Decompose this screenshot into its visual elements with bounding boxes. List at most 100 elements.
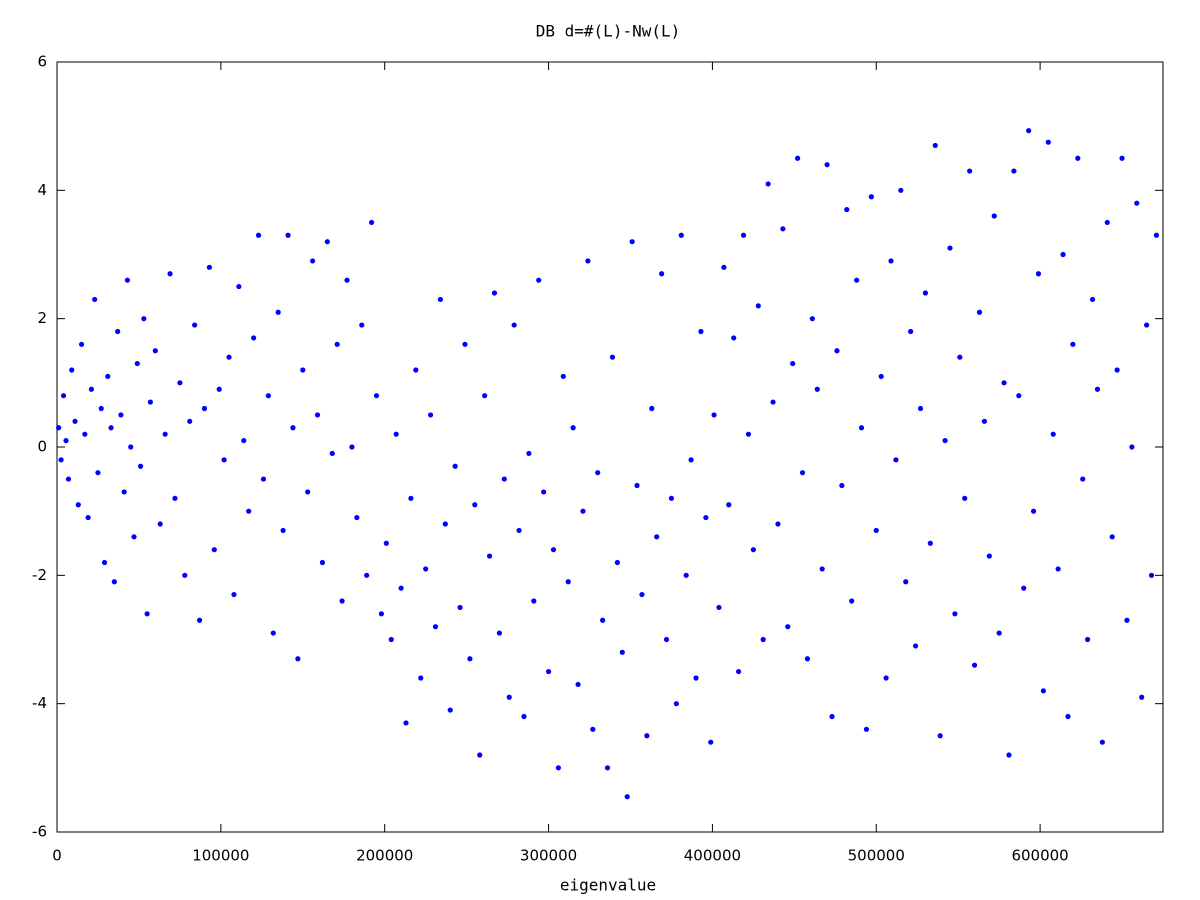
point xyxy=(541,489,547,495)
x-axis-label: eigenvalue xyxy=(560,876,656,895)
point xyxy=(555,765,561,771)
point xyxy=(649,405,655,412)
point xyxy=(1055,566,1061,572)
point xyxy=(423,566,429,572)
x-tick-label: 500000 xyxy=(848,847,905,865)
point xyxy=(516,527,522,534)
point xyxy=(703,514,709,521)
point xyxy=(1085,636,1091,643)
point xyxy=(1104,219,1110,226)
point xyxy=(56,425,62,431)
point xyxy=(187,418,193,424)
point xyxy=(270,630,276,636)
x-tick-label: 300000 xyxy=(520,847,577,865)
x-tick-label: 200000 xyxy=(356,847,413,865)
point xyxy=(814,386,820,392)
point xyxy=(491,290,498,296)
point xyxy=(663,636,670,643)
point xyxy=(482,393,488,399)
point xyxy=(595,470,601,476)
point xyxy=(260,476,267,482)
point xyxy=(575,681,581,688)
point xyxy=(329,450,335,457)
point xyxy=(1153,232,1160,238)
point xyxy=(339,598,345,604)
point xyxy=(634,482,640,489)
point xyxy=(285,232,291,238)
point xyxy=(65,476,72,482)
point xyxy=(226,354,232,360)
point xyxy=(844,206,850,213)
point xyxy=(418,675,424,681)
point xyxy=(432,624,439,630)
point xyxy=(570,425,576,431)
point xyxy=(981,418,988,424)
point xyxy=(128,444,134,450)
point xyxy=(477,752,483,758)
point xyxy=(501,476,507,482)
point xyxy=(368,219,375,226)
point xyxy=(108,425,114,431)
point xyxy=(1070,341,1076,347)
y-tick-label: 0 xyxy=(37,438,47,456)
point xyxy=(849,598,855,604)
plot-frame xyxy=(56,61,1164,833)
point xyxy=(462,341,468,347)
point xyxy=(868,194,874,200)
point xyxy=(668,495,675,501)
point xyxy=(745,431,752,437)
point xyxy=(172,495,178,501)
point xyxy=(354,514,360,521)
point xyxy=(1089,296,1096,303)
point xyxy=(393,431,399,437)
point xyxy=(639,591,645,598)
point xyxy=(908,328,914,335)
point xyxy=(486,553,493,559)
point xyxy=(888,258,894,264)
point xyxy=(403,720,409,726)
point xyxy=(683,572,689,578)
point xyxy=(1094,386,1101,392)
point xyxy=(1099,739,1105,745)
point xyxy=(883,675,889,681)
point xyxy=(659,271,665,277)
point xyxy=(85,514,91,521)
point xyxy=(726,502,732,508)
point xyxy=(1124,617,1130,623)
point xyxy=(1080,476,1086,482)
point xyxy=(101,559,108,566)
y-tick-label: 4 xyxy=(37,181,47,199)
point xyxy=(609,354,616,360)
point xyxy=(378,611,385,617)
point xyxy=(324,239,330,245)
point xyxy=(280,527,286,534)
point xyxy=(1109,534,1115,540)
point xyxy=(932,142,938,149)
point xyxy=(105,373,111,380)
point xyxy=(991,213,997,219)
y-tick-label: -2 xyxy=(32,566,47,584)
point xyxy=(863,726,870,732)
point xyxy=(957,354,963,360)
point xyxy=(88,386,95,392)
point xyxy=(927,540,933,546)
point xyxy=(785,624,791,630)
point xyxy=(58,457,64,463)
point xyxy=(922,290,929,296)
point xyxy=(1075,155,1081,161)
point xyxy=(442,521,448,527)
point xyxy=(206,264,212,270)
point xyxy=(216,386,222,392)
point xyxy=(799,470,806,476)
point xyxy=(898,187,904,193)
point xyxy=(947,245,953,251)
point xyxy=(536,277,542,283)
point xyxy=(1030,508,1037,514)
point xyxy=(1001,380,1007,386)
point xyxy=(903,579,909,585)
point xyxy=(349,444,355,450)
point xyxy=(834,348,840,354)
point xyxy=(829,713,835,720)
point xyxy=(246,508,252,514)
point xyxy=(755,303,761,309)
